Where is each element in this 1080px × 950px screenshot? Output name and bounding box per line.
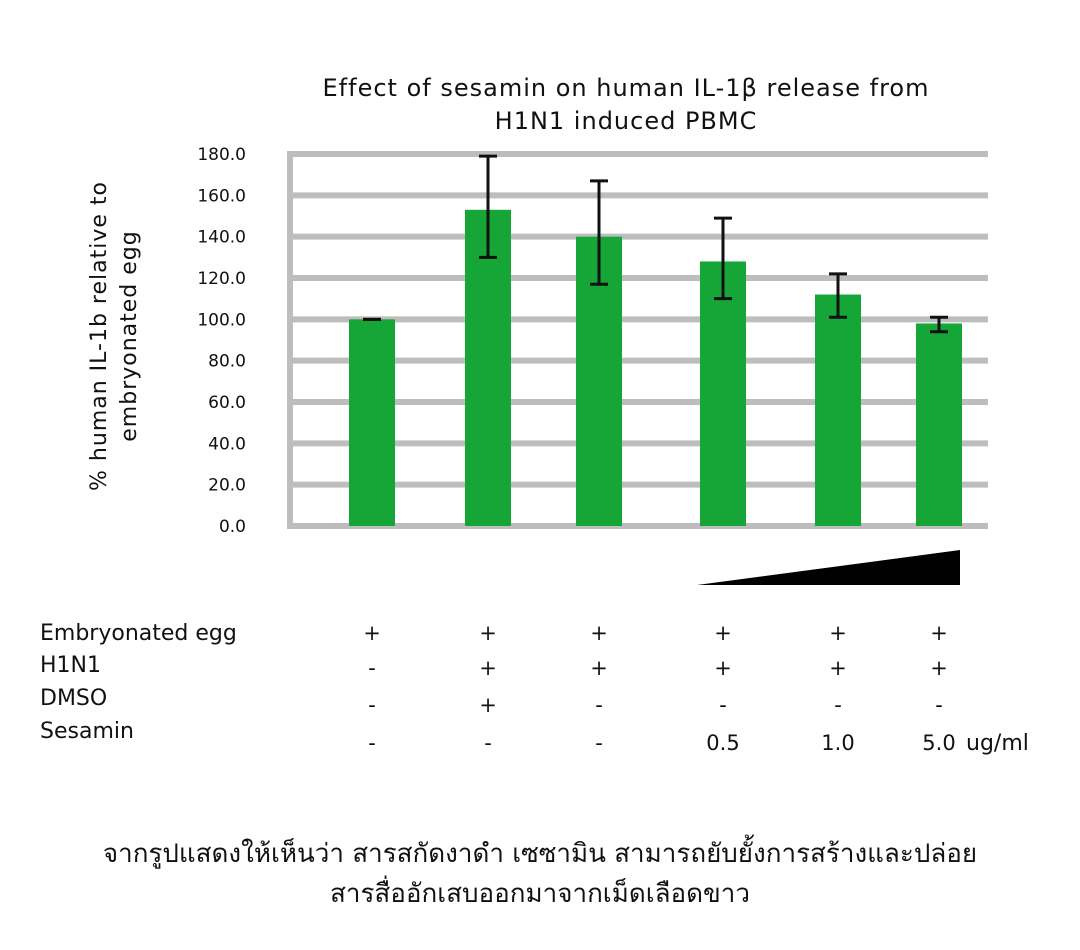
error-bars: [363, 154, 948, 334]
condition-row-label: Embryonated egg: [40, 621, 237, 646]
error-bar: [829, 272, 847, 319]
condition-table: Embryonated egg + + + + + + H1N1 - + + + + + DMSO - + - - -…: [40, 621, 956, 755]
bars: [349, 209, 962, 527]
condition-cell: -: [595, 731, 603, 755]
condition-cell: +: [930, 621, 948, 645]
condition-cell: +: [714, 656, 732, 680]
y-tick-label: 120.0: [197, 269, 246, 289]
y-axis-label-line-1: % human IL-1b relative to: [87, 181, 112, 491]
condition-cell: +: [590, 621, 608, 645]
condition-cell: -: [719, 693, 727, 717]
condition-cell: +: [590, 656, 608, 680]
condition-cell: 0.5: [706, 731, 739, 755]
condition-cell: +: [829, 656, 847, 680]
y-tick-label: 180.0: [197, 145, 246, 165]
condition-cell: -: [935, 693, 943, 717]
sesamin-unit-label: ug/ml: [966, 731, 1029, 756]
condition-row-label: H1N1: [40, 653, 101, 678]
condition-cell: +: [479, 656, 497, 680]
y-tick-labels: 0.0 20.0 40.0 60.0 80.0 100.0 120.0 140.0 160.0 1…: [197, 145, 246, 537]
concentration-wedge: [697, 550, 960, 585]
chart-title-line-1: Effect of sesamin on human IL-1β release…: [323, 74, 930, 102]
condition-cell: -: [484, 731, 492, 755]
y-tick-label: 140.0: [197, 228, 246, 248]
bar: [465, 209, 511, 527]
bar: [916, 323, 962, 526]
y-tick-label: 40.0: [208, 434, 246, 454]
condition-cell: 1.0: [821, 731, 854, 755]
chart-title-line-2: H1N1 induced PBMC: [495, 107, 758, 135]
chart: Effect of sesamin on human IL-1β release…: [40, 74, 1029, 756]
caption-line-2: สารสื่ออักเสบออกมาจากเม็ดเลือดขาว: [329, 879, 751, 909]
y-tick-label: 100.0: [197, 310, 246, 330]
condition-cell: +: [930, 656, 948, 680]
error-bar: [714, 216, 732, 301]
condition-cell: +: [714, 621, 732, 645]
caption-line-1: จากรูปแสดงให้เห็นว่า สารสกัดงาดำ เซซามิน…: [102, 839, 978, 869]
condition-cell: +: [829, 621, 847, 645]
condition-cell: 5.0: [922, 731, 955, 755]
error-bar: [479, 154, 497, 259]
bar: [349, 319, 395, 526]
y-tick-label: 60.0: [208, 393, 246, 413]
bar: [700, 261, 746, 526]
y-tick-label: 160.0: [197, 186, 246, 206]
condition-cell: -: [368, 731, 376, 755]
y-tick-label: 80.0: [208, 352, 246, 372]
error-bar: [930, 315, 948, 334]
error-bar: [590, 179, 608, 286]
y-axis-label-line-2: embryonated egg: [117, 230, 142, 441]
condition-row-label: Sesamin: [40, 719, 134, 744]
condition-cell: -: [368, 656, 376, 680]
condition-cell: +: [363, 621, 381, 645]
condition-cell: -: [595, 693, 603, 717]
condition-cell: -: [834, 693, 842, 717]
caption: จากรูปแสดงให้เห็นว่า สารสกัดงาดำ เซซามิน…: [0, 834, 1080, 914]
gridlines: [287, 151, 988, 529]
condition-cell: +: [479, 621, 497, 645]
bar: [815, 294, 861, 526]
condition-cell: +: [479, 693, 497, 717]
condition-cell: -: [368, 693, 376, 717]
y-tick-label: 20.0: [208, 476, 246, 496]
y-tick-label: 0.0: [219, 517, 246, 537]
condition-row-label: DMSO: [40, 686, 107, 711]
